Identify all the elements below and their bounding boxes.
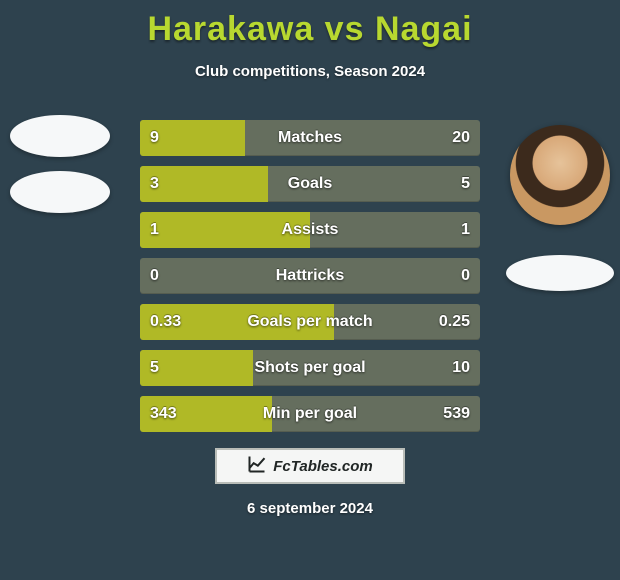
bar-row: 00Hattricks [140, 258, 480, 294]
bar-row: 510Shots per goal [140, 350, 480, 386]
bar-label: Min per goal [140, 396, 480, 432]
bar-label: Goals [140, 166, 480, 202]
bar-row: 35Goals [140, 166, 480, 202]
player-right-flag-placeholder [506, 255, 614, 291]
bar-label: Assists [140, 212, 480, 248]
chart-icon [247, 454, 267, 478]
bar-label: Matches [140, 120, 480, 156]
player-left-avatar-placeholder [10, 115, 110, 157]
comparison-bars: 920Matches 35Goals 11Assists 00Hattricks 0.3… [140, 120, 480, 432]
page-subtitle: Club competitions, Season 2024 [0, 63, 620, 80]
bar-row: 11Assists [140, 212, 480, 248]
player-right-column [510, 125, 610, 291]
player-left-flag-placeholder [10, 171, 110, 213]
bar-row: 343539Min per goal [140, 396, 480, 432]
bar-label: Shots per goal [140, 350, 480, 386]
player-left-column [10, 115, 110, 213]
page-title: Harakawa vs Nagai [0, 0, 620, 49]
bar-label: Hattricks [140, 258, 480, 294]
brand-badge: FcTables.com [215, 448, 405, 484]
footer-date: 6 september 2024 [0, 500, 620, 517]
bar-label: Goals per match [140, 304, 480, 340]
brand-text: FcTables.com [273, 458, 372, 475]
player-right-avatar [510, 125, 610, 225]
bar-row: 0.330.25Goals per match [140, 304, 480, 340]
bar-row: 920Matches [140, 120, 480, 156]
